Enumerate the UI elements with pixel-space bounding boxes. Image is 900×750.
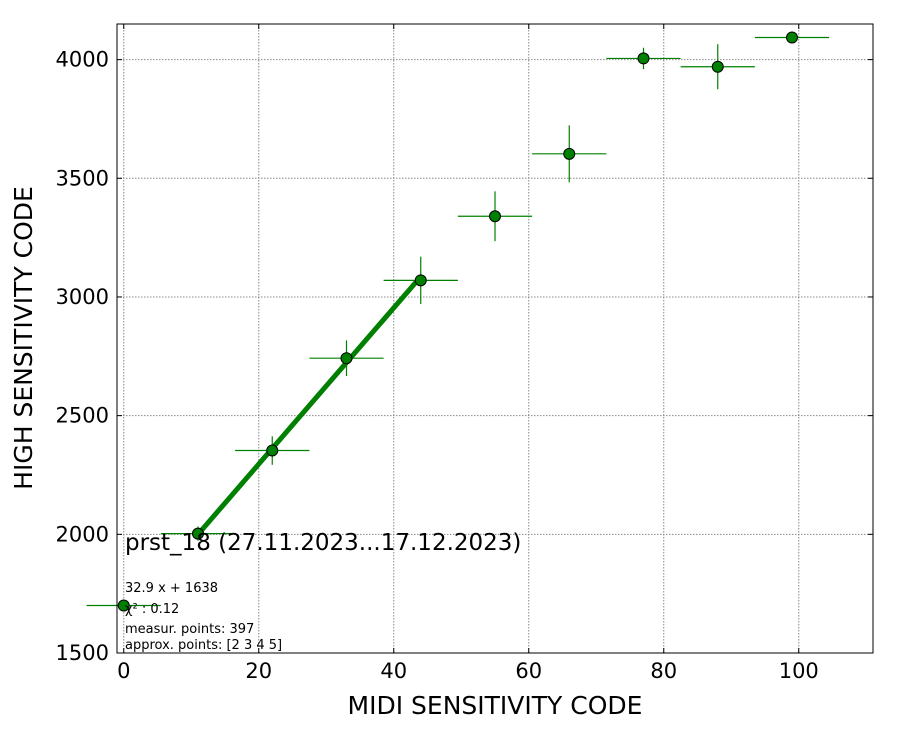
chart-title-annotation: prst_18 (27.11.2023...17.12.2023) xyxy=(125,530,521,556)
data-series xyxy=(86,31,830,612)
chi-square-value: χ² : 0.12 xyxy=(125,602,179,617)
x-tick-label: 80 xyxy=(650,659,677,683)
y-tick-label: 2500 xyxy=(56,404,109,428)
y-tick-label: 1500 xyxy=(56,641,109,665)
x-tick-label: 100 xyxy=(779,659,819,683)
x-tick-label: 60 xyxy=(515,659,542,683)
data-point xyxy=(711,60,724,73)
data-point xyxy=(489,210,501,223)
fit-line xyxy=(196,275,423,536)
grid-lines xyxy=(117,24,873,654)
axis-ticks: 0 20 40 60 80 100 1500 2000 2500 3000 3500 4000 xyxy=(56,24,873,683)
x-tick-label: 0 xyxy=(117,659,130,683)
y-tick-label: 4000 xyxy=(56,48,109,72)
x-tick-label: 40 xyxy=(380,659,407,683)
x-axis-label: MIDI SENSITIVITY CODE xyxy=(348,691,643,720)
data-point xyxy=(637,52,650,65)
x-tick-label: 20 xyxy=(245,659,272,683)
data-point xyxy=(786,31,798,44)
y-tick-label: 3000 xyxy=(56,285,109,309)
data-point xyxy=(563,147,576,160)
data-point xyxy=(266,444,279,457)
fit-equation: 32.9 x + 1638 xyxy=(125,581,218,596)
data-point xyxy=(117,599,130,612)
y-axis-label: HIGH SENSITIVITY CODE xyxy=(9,186,38,490)
plot-frame xyxy=(116,23,874,654)
measurement-points-count: measur. points: 397 xyxy=(125,622,254,637)
data-point xyxy=(340,352,353,365)
y-tick-label: 2000 xyxy=(56,522,109,546)
data-point xyxy=(414,274,427,287)
approximation-points: approx. points: [2 3 4 5] xyxy=(125,638,282,653)
y-tick-label: 3500 xyxy=(56,166,109,190)
data-point xyxy=(192,527,204,540)
